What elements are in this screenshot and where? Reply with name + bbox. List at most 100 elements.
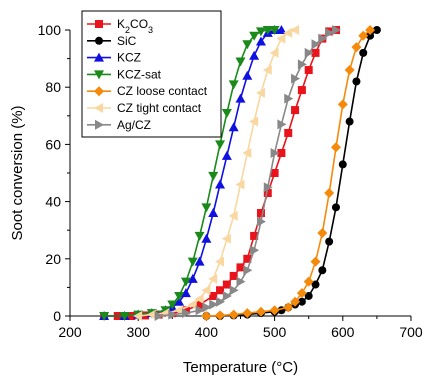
- data-point: [236, 276, 246, 287]
- data-point: [215, 179, 226, 189]
- data-point: [318, 33, 328, 44]
- data-point: [236, 263, 245, 272]
- data-point: [255, 36, 266, 46]
- legend-item: CZ loose contact: [87, 84, 208, 98]
- data-point: [208, 273, 218, 284]
- data-point: [174, 291, 185, 301]
- data-point: [256, 209, 265, 218]
- data-point: [228, 80, 239, 90]
- data-point: [290, 25, 300, 35]
- data-point: [228, 210, 238, 221]
- series-4: [201, 25, 376, 321]
- data-point: [310, 256, 321, 267]
- data-point: [270, 169, 279, 177]
- axes: 200 300 400 500 600 700 0 20 40 60 80 100: [38, 22, 423, 340]
- data-point: [181, 306, 190, 315]
- legend-marker: [94, 86, 104, 97]
- data-point: [250, 245, 260, 256]
- data-point: [358, 30, 369, 41]
- legend-marker: [94, 103, 103, 113]
- legend-marker: [95, 20, 103, 28]
- data-point: [365, 25, 376, 35]
- data-point: [255, 87, 265, 98]
- y-tick-label: 100: [38, 22, 62, 38]
- x-axis-label: Temperature (°C): [183, 359, 298, 376]
- data-point: [366, 31, 375, 40]
- data-point: [270, 147, 280, 158]
- data-point: [317, 228, 328, 239]
- data-point: [221, 108, 232, 118]
- x-tick-label: 200: [58, 324, 82, 340]
- data-point: [269, 305, 280, 316]
- data-point: [187, 273, 198, 283]
- data-point: [201, 203, 212, 213]
- data-point: [330, 142, 341, 153]
- data-point: [290, 296, 301, 307]
- data-point: [324, 188, 335, 199]
- legend-marker: [95, 36, 103, 45]
- data-point: [99, 312, 110, 321]
- legend-label: CZ loose contact: [117, 84, 208, 98]
- data-point: [297, 59, 307, 70]
- data-point: [337, 99, 348, 110]
- legend-label: KCZ-sat: [117, 67, 162, 81]
- data-point: [262, 26, 273, 35]
- data-point: [331, 203, 340, 212]
- legend-marker: [95, 119, 104, 130]
- data-point: [215, 140, 226, 150]
- data-point: [194, 293, 204, 304]
- data-point: [209, 299, 219, 310]
- legend-item: KCZ: [87, 51, 141, 65]
- data-point: [187, 257, 198, 267]
- data-point: [215, 256, 225, 267]
- data-point: [216, 296, 226, 307]
- data-point: [277, 119, 287, 130]
- data-point: [133, 311, 143, 321]
- data-point: [249, 116, 259, 127]
- data-point: [269, 26, 280, 35]
- data-point: [269, 47, 279, 58]
- data-point: [250, 231, 259, 240]
- data-point: [276, 33, 286, 44]
- data-point: [291, 73, 301, 84]
- data-point: [194, 256, 205, 266]
- data-point: [146, 309, 156, 320]
- data-point: [187, 299, 197, 310]
- data-point: [202, 302, 212, 313]
- data-point: [242, 70, 253, 80]
- data-point: [174, 305, 184, 316]
- data-point: [168, 309, 178, 320]
- data-point: [208, 171, 219, 181]
- data-point: [325, 237, 334, 246]
- data-point: [345, 117, 354, 126]
- y-tick-label: 80: [45, 79, 61, 95]
- data-point: [331, 25, 341, 35]
- data-point: [242, 40, 253, 50]
- data-point: [297, 86, 306, 95]
- data-point: [195, 300, 204, 309]
- data-point: [235, 93, 246, 103]
- data-point: [208, 208, 219, 218]
- data-point: [303, 276, 314, 287]
- data-point: [283, 302, 294, 313]
- x-tick-label: 700: [399, 324, 423, 340]
- legend-marker: [94, 70, 104, 80]
- data-point: [256, 216, 266, 227]
- data-point: [222, 290, 232, 301]
- axis-labels: Temperature (°C) Soot conversion (%): [9, 105, 298, 376]
- data-point: [180, 277, 191, 287]
- data-point: [372, 26, 381, 34]
- data-point: [311, 39, 321, 50]
- data-point: [242, 308, 253, 319]
- series-6: [154, 25, 341, 321]
- legend-label: CZ tight contact: [117, 101, 202, 115]
- data-point: [359, 48, 368, 57]
- y-axis-label: Soot conversion (%): [9, 105, 26, 240]
- data-point: [311, 48, 320, 57]
- data-point: [351, 42, 362, 53]
- data-point: [229, 285, 239, 296]
- data-point: [296, 288, 307, 299]
- data-point: [344, 65, 355, 76]
